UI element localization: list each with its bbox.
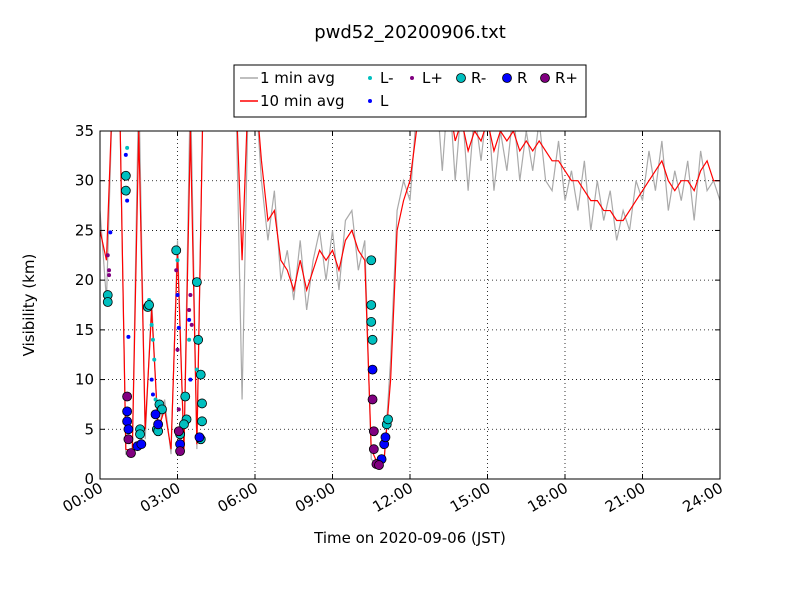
scatter-point xyxy=(189,322,194,327)
y-tick-label: 10 xyxy=(75,371,94,389)
scatter-point xyxy=(126,334,131,339)
legend-label: L xyxy=(380,92,389,110)
legend-label: R xyxy=(517,69,527,87)
scatter-point xyxy=(179,419,189,430)
scatter-point xyxy=(150,392,155,397)
scatter-point xyxy=(153,397,158,402)
scatter-point xyxy=(191,277,202,288)
scatter-point xyxy=(122,391,133,402)
legend-swatch xyxy=(456,73,466,83)
scatter-point xyxy=(149,377,154,382)
scatter-point xyxy=(152,357,157,362)
scatter-point xyxy=(368,426,379,437)
scatter-point xyxy=(187,337,192,342)
y-tick-label: 5 xyxy=(84,420,94,438)
scatter-point xyxy=(122,406,133,417)
scatter-point xyxy=(187,317,192,322)
legend-label: R- xyxy=(471,69,486,87)
scatter-point xyxy=(366,317,377,327)
scatter-point xyxy=(173,426,184,437)
y-axis-label: Visibility (km) xyxy=(20,254,38,357)
scatter-point xyxy=(125,145,130,150)
legend-swatch xyxy=(502,73,512,83)
scatter-point xyxy=(149,322,154,327)
scatter-point xyxy=(187,307,192,312)
y-tick-label: 25 xyxy=(75,221,94,239)
y-tick-label: 30 xyxy=(75,172,94,190)
scatter-point xyxy=(380,432,391,443)
scatter-point xyxy=(188,377,193,382)
legend: 1 min avg 10 min avg L- L L+ R- R R+ xyxy=(240,69,578,110)
scatter-point xyxy=(135,429,145,440)
scatter-point xyxy=(150,409,161,420)
legend-box xyxy=(233,64,587,118)
legend-swatch xyxy=(368,76,372,80)
scatter-point xyxy=(197,398,207,409)
scatter-point xyxy=(125,198,130,203)
scatter-point xyxy=(126,448,136,459)
scatter-point xyxy=(153,419,164,430)
y-tick-label: 20 xyxy=(75,271,94,289)
scatter-point xyxy=(193,334,204,345)
legend-label: R+ xyxy=(555,69,578,87)
legend-label: 10 min avg xyxy=(260,92,345,110)
legend-swatch xyxy=(368,99,372,103)
scatter-point xyxy=(194,367,199,372)
scatter-point xyxy=(383,414,393,425)
scatter-point xyxy=(108,230,113,235)
chart-title: pwd52_20200906.txt xyxy=(314,22,506,43)
scatter-point xyxy=(120,185,131,196)
y-tick-label: 0 xyxy=(84,470,94,488)
scatter-point xyxy=(123,424,134,435)
scatter-point xyxy=(174,268,179,273)
scatter-point xyxy=(120,170,131,181)
scatter-point xyxy=(107,273,112,278)
legend-label: 1 min avg xyxy=(260,69,335,87)
scatter-point xyxy=(367,364,378,375)
scatter-point xyxy=(366,300,377,310)
legend-label: L+ xyxy=(422,69,443,87)
scatter-point xyxy=(175,347,180,352)
scatter-point xyxy=(105,253,110,258)
line-series xyxy=(100,131,720,466)
y-tick-label: 35 xyxy=(75,122,94,140)
scatter-point xyxy=(195,369,206,380)
scatter-point xyxy=(367,334,378,345)
legend-swatch xyxy=(540,73,550,83)
scatter-point xyxy=(123,434,134,445)
scatter-point xyxy=(367,394,378,405)
scatter-point xyxy=(175,258,180,263)
line-series xyxy=(100,131,720,467)
scatter-point xyxy=(122,416,133,427)
scatter-point xyxy=(157,404,167,415)
scatter-point xyxy=(107,268,112,273)
scatter-point xyxy=(171,245,182,256)
scatter-point xyxy=(176,407,181,412)
x-axis-label: Time on 2020-09-06 (JST) xyxy=(313,529,506,547)
scatter-point xyxy=(150,337,155,342)
scatter-point xyxy=(194,432,205,443)
scatter-point xyxy=(188,293,193,298)
legend-swatch xyxy=(410,76,414,80)
scatter-point xyxy=(197,416,207,427)
scatter-point xyxy=(175,293,180,298)
legend-label: L- xyxy=(380,69,394,87)
scatter-point xyxy=(123,152,128,157)
scatter-point xyxy=(368,444,379,455)
scatter-point xyxy=(144,300,154,310)
scatter-point xyxy=(374,460,384,470)
scatter-point xyxy=(136,439,147,450)
y-tick-label: 15 xyxy=(75,321,94,339)
scatter-point xyxy=(180,391,191,402)
scatter-point xyxy=(175,446,185,457)
plot-area xyxy=(100,131,720,470)
scatter-point xyxy=(366,255,377,266)
scatter-point xyxy=(176,325,181,330)
scatter-point xyxy=(102,297,113,307)
